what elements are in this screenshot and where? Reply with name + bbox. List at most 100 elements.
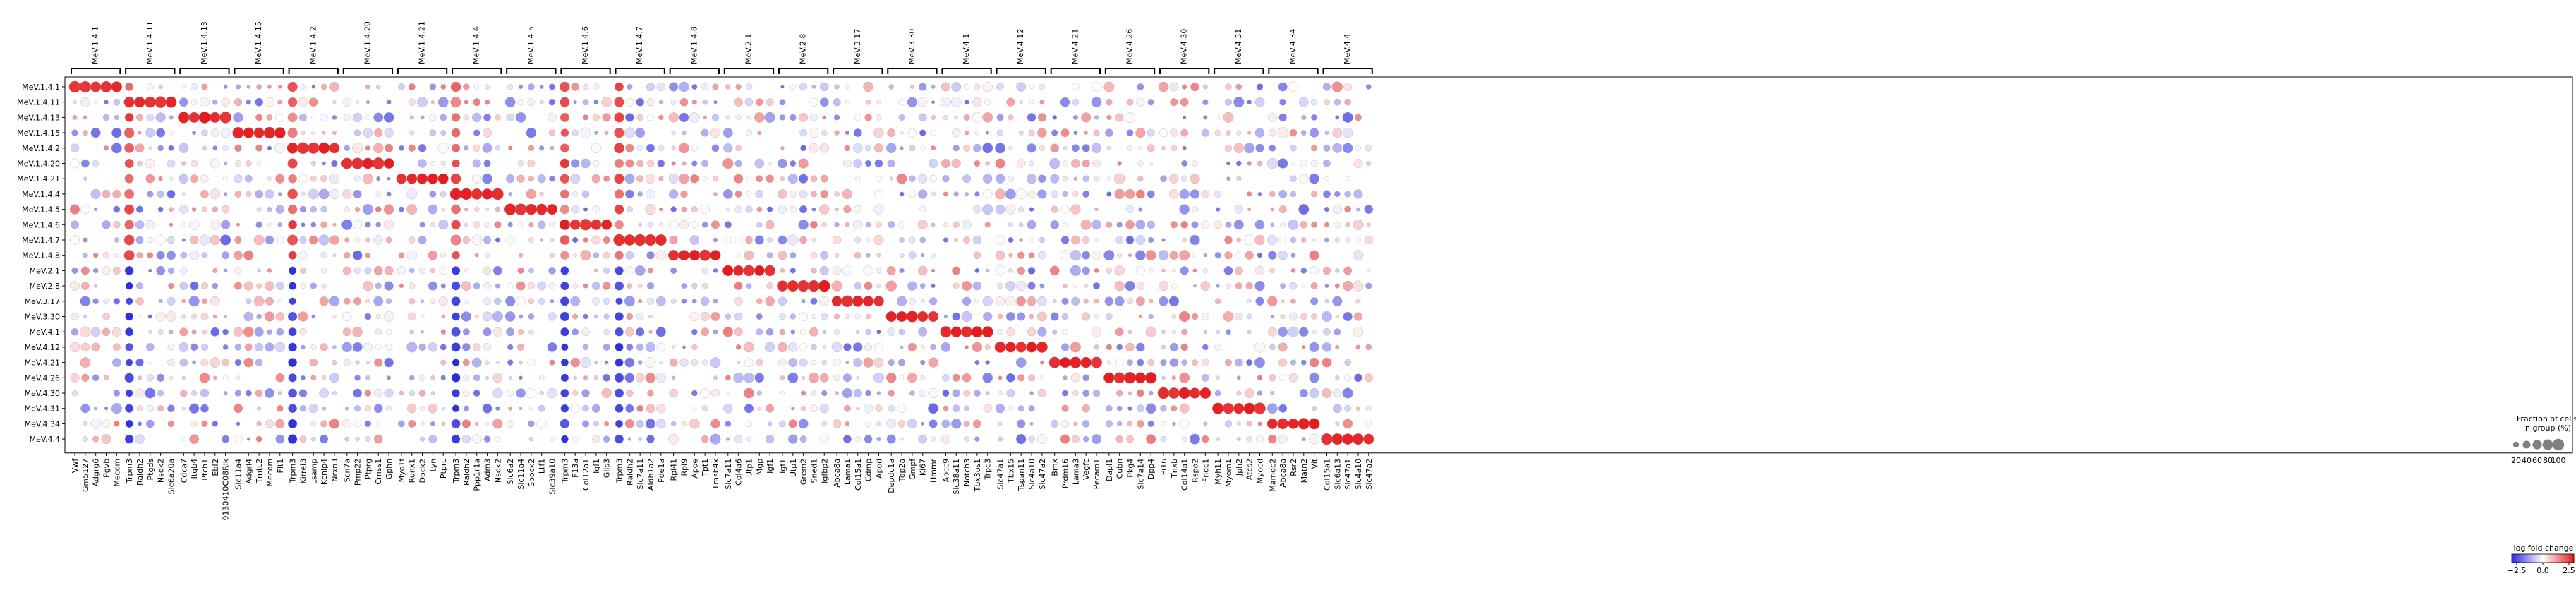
dot-mark <box>329 188 340 199</box>
group-label: MeV.4.30 <box>1180 29 1189 64</box>
dot-mark <box>974 390 981 397</box>
dot-mark <box>1254 265 1265 276</box>
dot-mark <box>853 358 863 368</box>
dot-mark <box>601 97 612 108</box>
dot-mark <box>362 157 374 169</box>
dot-mark <box>1365 282 1372 289</box>
dot-mark <box>1147 359 1154 366</box>
dot-mark <box>636 313 644 320</box>
dot-mark <box>888 404 895 412</box>
dot-mark <box>1324 131 1329 136</box>
dot-mark <box>1190 234 1200 246</box>
dot-mark <box>1270 222 1275 227</box>
dot-mark <box>930 114 936 120</box>
dot-mark <box>593 252 600 258</box>
dot-mark <box>1343 83 1352 91</box>
dot-mark <box>155 311 166 322</box>
dot-mark <box>983 311 993 322</box>
dot-mark <box>591 404 600 413</box>
gene-label: Spock2 <box>527 459 536 487</box>
dot-mark <box>451 419 461 428</box>
dot-mark <box>636 175 644 183</box>
dot-mark <box>1135 372 1147 384</box>
dot-mark <box>1106 405 1113 412</box>
dot-mark <box>1038 174 1046 183</box>
dot-mark <box>866 253 871 258</box>
dot-mark <box>1202 435 1209 443</box>
dot-mark <box>843 205 852 214</box>
gene-label: Col15a1 <box>854 459 863 491</box>
dot-mark <box>201 129 208 136</box>
dot-mark <box>624 357 635 368</box>
dot-mark <box>582 404 589 412</box>
dot-mark <box>799 190 808 198</box>
dot-mark <box>181 314 186 319</box>
dot-mark <box>972 281 982 291</box>
dot-mark <box>1235 282 1242 289</box>
dot-mark <box>94 208 98 212</box>
dot-mark <box>843 159 852 168</box>
dot-mark <box>898 114 905 121</box>
dot-mark <box>550 299 555 304</box>
dot-mark <box>409 390 415 396</box>
gene-label: Glis3 <box>603 459 612 478</box>
dot-mark <box>538 297 545 305</box>
dot-mark <box>734 435 743 443</box>
dot-mark <box>1270 314 1274 319</box>
dot-mark <box>572 191 578 197</box>
dot-mark <box>181 299 186 304</box>
dot-mark <box>473 374 480 382</box>
dot-mark <box>941 434 950 444</box>
dot-mark <box>930 253 936 258</box>
dot-mark <box>275 282 284 291</box>
dot-mark <box>636 404 643 412</box>
dot-mark <box>1070 342 1081 353</box>
dot-mark <box>344 252 351 259</box>
dot-mark <box>287 158 298 169</box>
gene-label: Top2a <box>897 459 907 482</box>
dot-mark <box>940 97 951 108</box>
dot-mark <box>700 296 710 306</box>
gene-label: Tmtc2 <box>255 459 264 484</box>
dot-mark <box>1116 344 1123 351</box>
dot-mark <box>288 327 297 337</box>
dot-mark <box>572 390 579 396</box>
dot-mark <box>1288 81 1299 92</box>
dot-mark <box>1236 421 1241 426</box>
dot-mark <box>1126 435 1134 443</box>
dot-mark <box>1355 114 1362 121</box>
dot-mark <box>856 407 860 411</box>
dot-mark <box>984 99 991 106</box>
dot-mark <box>80 357 91 368</box>
dot-mark <box>972 97 982 107</box>
dot-mark <box>71 129 78 136</box>
dot-mark <box>757 406 762 411</box>
dot-mark <box>921 253 925 258</box>
dot-mark <box>441 207 445 212</box>
dot-mark <box>483 160 491 167</box>
dot-mark <box>874 159 883 168</box>
dot-mark <box>1016 433 1027 445</box>
dot-mark <box>920 299 925 304</box>
dot-mark <box>1036 341 1048 353</box>
dot-mark <box>701 282 708 289</box>
dot-mark <box>624 327 634 337</box>
dot-mark <box>82 435 88 443</box>
dot-mark <box>961 326 972 338</box>
dot-mark <box>713 237 718 243</box>
dot-mark <box>440 252 447 258</box>
dot-mark <box>169 330 174 335</box>
dot-mark <box>1203 330 1208 334</box>
dot-mark <box>234 359 242 366</box>
dot-mark <box>560 128 569 137</box>
dot-mark <box>1092 327 1101 337</box>
dot-mark <box>181 222 186 227</box>
dot-mark <box>788 434 798 444</box>
dot-mark <box>528 145 535 152</box>
dot-mark <box>691 100 697 105</box>
dot-mark <box>811 344 817 351</box>
dot-mark <box>972 342 983 353</box>
dot-mark <box>200 359 209 366</box>
dot-mark <box>1061 343 1070 351</box>
dot-mark <box>1029 313 1034 320</box>
